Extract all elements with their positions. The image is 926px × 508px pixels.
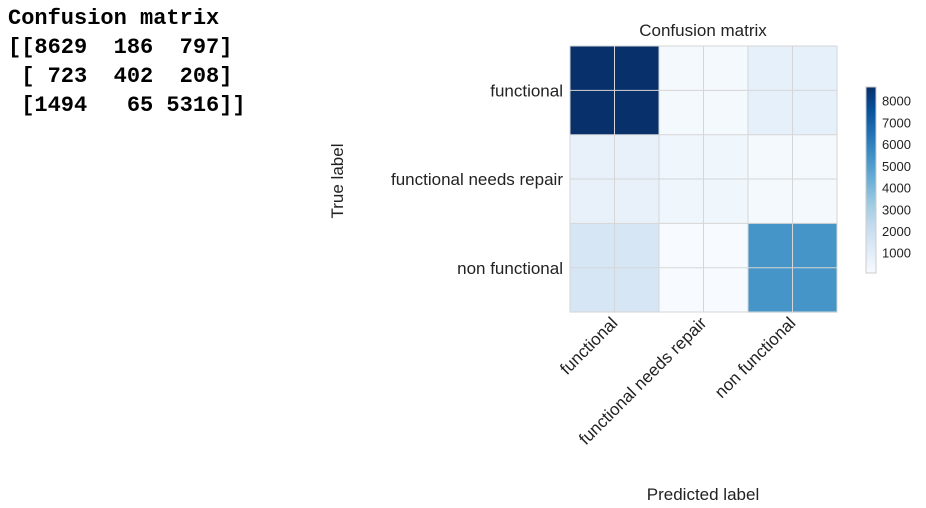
chart-title: Confusion matrix [639,21,767,40]
x-axis-label: Predicted label [647,485,759,504]
y-tick-label: functional needs repair [391,170,563,189]
heatmap-frame [569,45,838,313]
colorbar-tick-label: 8000 [882,94,911,109]
x-tick-label: non functional [711,313,799,401]
colorbar-tick-labels: 1000 2000 3000 4000 5000 6000 7000 8000 [882,94,911,261]
console-output: Confusion matrix [[8629 186 797] [ 723 40… [8,4,246,120]
colorbar-tick-label: 3000 [882,202,911,217]
matrix-line: [[8629 186 797] [8,35,233,60]
colorbar [865,86,877,274]
heatmap-gridlines [570,46,837,313]
y-tick-label: functional [490,81,563,100]
colorbar-tick-label: 4000 [882,181,911,196]
colorbar-tick-label: 1000 [882,246,911,261]
matrix-line: [1494 65 5316]] [8,93,246,118]
y-tick-labels: functional functional needs repair non fun… [391,81,563,277]
matrix-line: [ 723 402 208] [8,64,233,89]
console-heading: Confusion matrix [8,6,220,31]
y-tick-label: non functional [457,259,563,278]
x-tick-label: functional [556,313,621,378]
colorbar-tick-label: 5000 [882,159,911,174]
colorbar-tick-label: 6000 [882,137,911,152]
y-axis-label: True label [328,144,347,219]
colorbar-tick-label: 2000 [882,224,911,239]
colorbar-tick-label: 7000 [882,115,911,130]
